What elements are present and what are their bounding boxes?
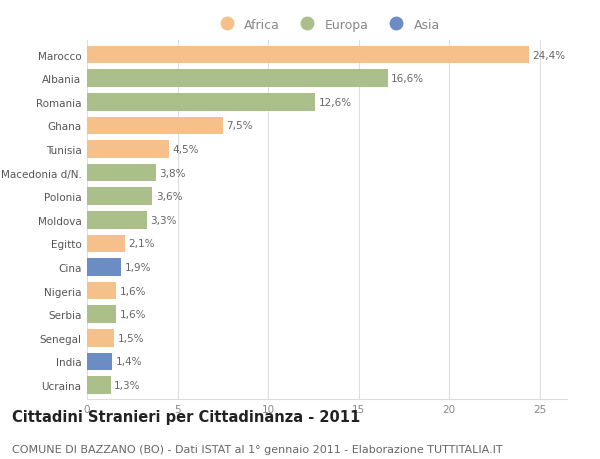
Text: 4,5%: 4,5% (172, 145, 199, 155)
Bar (87, 117, 223, 135)
Bar (87, 235, 125, 253)
Bar (87, 212, 147, 229)
Text: 1,5%: 1,5% (118, 333, 144, 343)
Legend: Africa, Europa, Asia: Africa, Europa, Asia (214, 18, 440, 32)
Text: 16,6%: 16,6% (391, 74, 424, 84)
Bar (87, 258, 121, 276)
Text: 1,6%: 1,6% (119, 309, 146, 319)
Text: 7,5%: 7,5% (226, 121, 253, 131)
Bar (87, 306, 116, 324)
Bar (87, 94, 315, 112)
Bar (87, 282, 116, 300)
Text: 1,3%: 1,3% (114, 380, 140, 390)
Bar (87, 376, 110, 394)
Text: 1,9%: 1,9% (125, 263, 152, 273)
Text: 2,1%: 2,1% (128, 239, 155, 249)
Text: Cittadini Stranieri per Cittadinanza - 2011: Cittadini Stranieri per Cittadinanza - 2… (12, 409, 360, 425)
Text: 3,3%: 3,3% (151, 215, 177, 225)
Bar (87, 70, 388, 88)
Text: 24,4%: 24,4% (533, 50, 566, 61)
Text: 12,6%: 12,6% (319, 98, 352, 107)
Bar (87, 329, 114, 347)
Text: 3,6%: 3,6% (156, 192, 182, 202)
Text: 1,6%: 1,6% (119, 286, 146, 296)
Bar (87, 164, 156, 182)
Bar (87, 47, 529, 64)
Text: COMUNE DI BAZZANO (BO) - Dati ISTAT al 1° gennaio 2011 - Elaborazione TUTTITALIA: COMUNE DI BAZZANO (BO) - Dati ISTAT al 1… (12, 444, 503, 454)
Bar (87, 353, 112, 370)
Bar (87, 188, 152, 206)
Text: 3,8%: 3,8% (160, 168, 186, 178)
Text: 1,4%: 1,4% (116, 357, 142, 367)
Bar (87, 141, 169, 158)
